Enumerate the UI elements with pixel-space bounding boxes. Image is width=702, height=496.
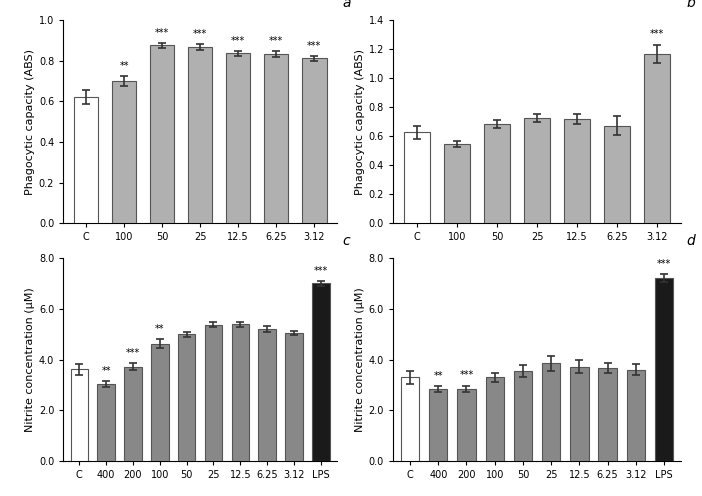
Bar [178,334,195,461]
Text: **: ** [101,366,111,375]
Text: ***: *** [657,259,671,269]
Text: ***: *** [459,371,474,380]
Bar [302,58,326,223]
Bar [151,344,168,461]
Bar [627,370,645,461]
Text: **: ** [155,324,164,334]
Bar [124,367,142,461]
Bar [570,367,588,461]
Y-axis label: Nitrite concentration (μM): Nitrite concentration (μM) [25,287,34,432]
Text: a: a [343,0,351,10]
Bar [187,47,213,223]
Bar [112,81,136,223]
Bar [514,371,532,461]
Text: **: ** [434,371,443,381]
Bar [644,54,670,223]
Bar [444,144,470,223]
Bar [205,324,223,461]
Bar [598,368,617,461]
Bar [232,324,249,461]
Text: ***: *** [155,28,169,38]
Bar [486,377,504,461]
Text: ***: *** [314,266,328,276]
Y-axis label: Nitrite concentration (μM): Nitrite concentration (μM) [355,287,364,432]
Bar [285,333,303,461]
Text: ***: *** [269,36,283,46]
Text: ***: *** [307,41,322,51]
Text: ZR-FHEX (μg/mL): ZR-FHEX (μg/mL) [509,280,605,290]
Bar [484,124,510,223]
Bar [655,278,673,461]
Text: ***: *** [231,36,245,46]
Bar [524,118,550,223]
Text: ZR-EEtOH (μg/mL): ZR-EEtOH (μg/mL) [168,280,270,290]
Bar [404,132,430,223]
Bar [429,389,447,461]
Bar [312,283,329,461]
Bar [150,45,174,223]
Bar [564,120,590,223]
Bar [264,54,289,223]
Bar [401,377,419,461]
Text: d: d [687,234,696,248]
Y-axis label: Phagocytic capacity (ABS): Phagocytic capacity (ABS) [25,49,34,194]
Bar [226,54,251,223]
Text: c: c [343,234,350,248]
Bar [542,364,560,461]
Bar [457,389,476,461]
Bar [74,97,98,223]
Bar [71,369,88,461]
Bar [604,126,630,223]
Y-axis label: Phagocytic capacity (ABS): Phagocytic capacity (ABS) [355,49,364,194]
Text: ***: *** [126,348,140,358]
Bar [98,384,115,461]
Text: **: ** [119,61,128,71]
Text: b: b [687,0,696,10]
Text: ***: *** [650,29,664,40]
Text: ***: *** [193,29,207,39]
Bar [258,328,276,461]
